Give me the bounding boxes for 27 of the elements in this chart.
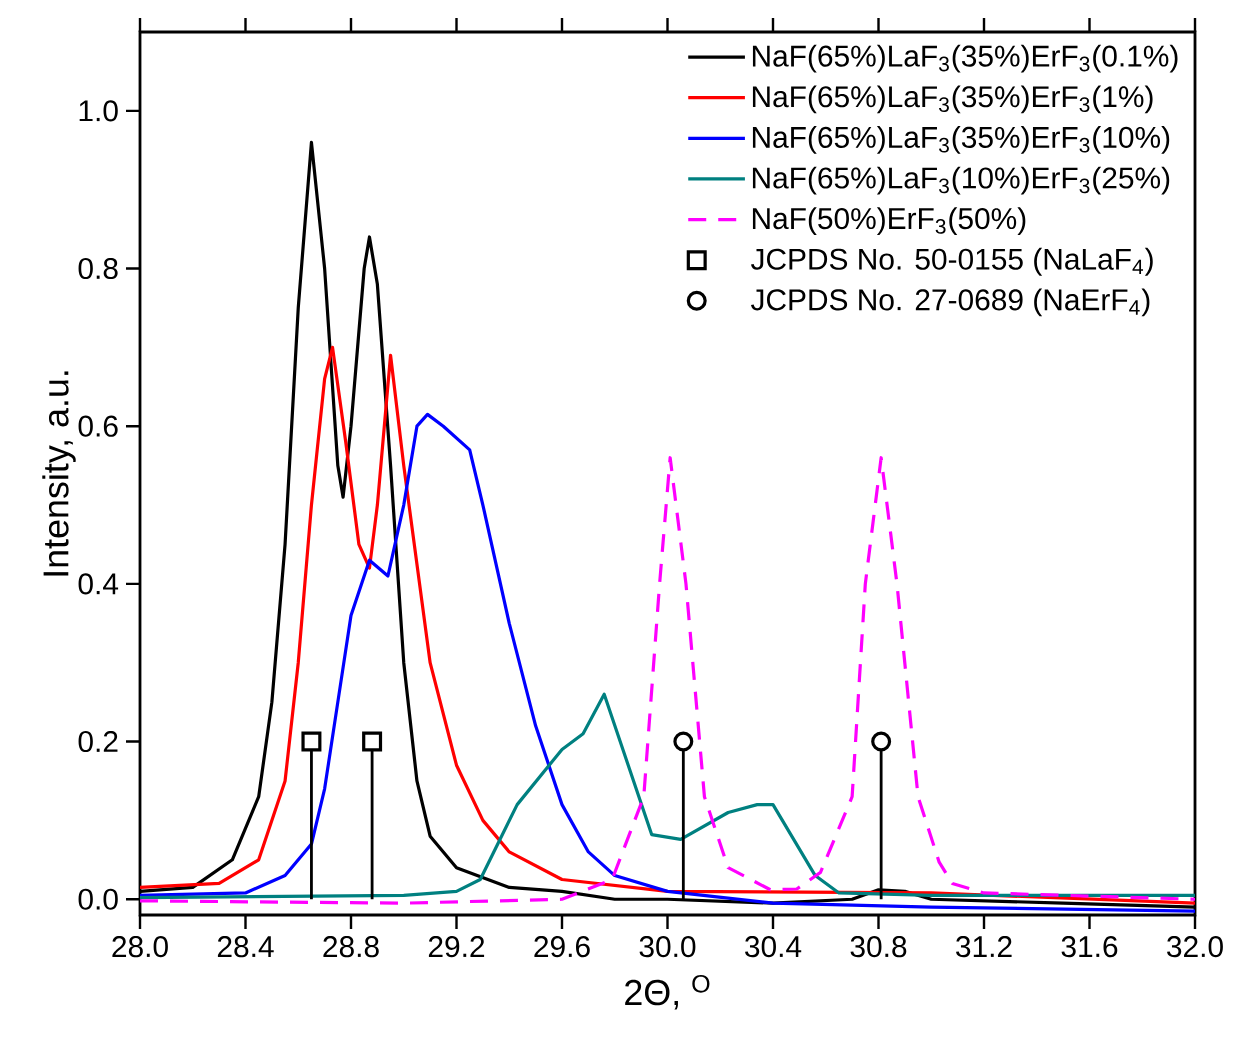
legend-label: JCPDS No. 50-0155 (NaLaF$_{4}$) [750,247,1153,276]
x-tick-label: 30.0 [639,936,696,958]
y-tick-label: 0.8 [78,257,118,280]
x-tick-label: 30.8 [850,936,907,958]
x-axis-title: 2Θ, $^{O}$ [625,974,710,1010]
x-tick-label: 28.8 [323,936,379,958]
legend-label: NaF(65%)LaF$_{3}$(10%)ErF$_{3}$(25%) [752,166,1170,195]
x-tick-label: 29.6 [534,936,590,958]
y-tick-label: 0.2 [78,730,118,753]
legend-label: NaF(50%)ErF$_{3}$(50%) [752,207,1026,236]
line-series [140,692,1196,900]
x-tick-label: 32.0 [1167,936,1223,958]
legend-label: JCPDS No. 27-0689 (NaErF$_{4}$) [750,288,1150,317]
x-tick-label: 28.0 [112,936,168,958]
x-tick-label: 29.2 [428,936,485,958]
y-axis-title: Intensity, a.u. [42,371,76,576]
y-tick-label: 1.0 [79,100,118,122]
y-tick-label: 0.6 [78,415,118,437]
y-tick-label: 0.0 [78,888,118,910]
y-tick-label: 0.4 [78,573,119,595]
x-tick-label: 31.2 [956,936,1012,958]
legend-label: NaF(65%)LaF$_{3}$(35%)ErF$_{3}$(1%) [752,85,1153,114]
x-tick-label: 28.4 [217,936,274,958]
legend-label: NaF(65%)LaF$_{3}$(35%)ErF$_{3}$(0.1%) [752,44,1178,73]
x-tick-label: 31.6 [1061,936,1118,958]
x-tick-label: 30.4 [745,936,802,958]
legend-label: NaF(65%)LaF$_{3}$(35%)ErF$_{3}$(10%) [752,126,1170,154]
